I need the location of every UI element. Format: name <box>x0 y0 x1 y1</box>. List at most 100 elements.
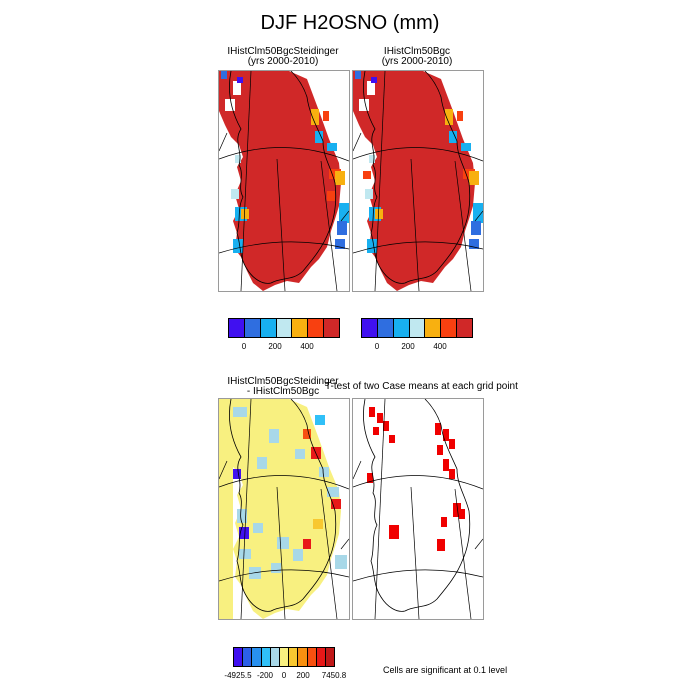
grid-cell <box>233 239 243 253</box>
grid-cell <box>315 415 325 425</box>
coastline <box>363 399 471 612</box>
map-gridlines <box>353 71 483 291</box>
grid-cell <box>335 239 345 249</box>
grid-cell <box>327 191 335 201</box>
colorbar-swatch <box>276 319 293 337</box>
grid-cell <box>235 155 241 163</box>
grid-cell <box>239 549 251 559</box>
panel1-title: IHistClm50BgcSteidinger (yrs 2000-2010) <box>218 47 348 67</box>
significant-cell <box>453 503 461 517</box>
colorbar-swatch <box>377 319 394 337</box>
panel3-title-line2: - IHistClm50Bgc <box>246 386 320 397</box>
grid-cell <box>473 203 483 223</box>
grid-cell <box>457 111 463 121</box>
significant-cell <box>443 459 449 471</box>
grid-cell <box>239 527 249 539</box>
grid-cell <box>233 81 241 95</box>
colorbar-swatch <box>234 648 244 666</box>
grid-cell <box>295 449 305 459</box>
grid-cell <box>323 111 329 121</box>
map-gridlines <box>219 399 349 619</box>
significance-note: Cells are significant at 0.1 level <box>383 665 508 675</box>
grid-cell <box>327 487 339 497</box>
colorbar-swatch <box>324 319 340 337</box>
grid-cell <box>319 467 329 477</box>
colorbar3-tick-label: -200 <box>256 671 274 680</box>
significant-cell <box>449 439 455 449</box>
grid-cell <box>337 221 347 235</box>
colorbar-swatch <box>289 648 299 666</box>
grid-cell <box>375 209 383 219</box>
colorbar-swatch <box>425 319 442 337</box>
panel1-title-line2: (yrs 2000-2010) <box>247 56 319 67</box>
grid-cell <box>363 171 371 179</box>
colorbar-swatch <box>279 648 290 666</box>
colorbar-control <box>361 318 473 338</box>
grid-cell <box>269 429 279 443</box>
difference-field <box>219 399 341 619</box>
significant-cell <box>389 525 399 539</box>
colorbar-swatch <box>270 648 280 666</box>
grid-cell <box>365 189 373 199</box>
colorbar1-tick-label: 400 <box>300 342 314 351</box>
grid-cell <box>257 457 267 469</box>
grid-cell <box>469 171 479 185</box>
grid-cell <box>371 77 377 83</box>
grid-cell <box>233 407 247 417</box>
significant-cell <box>435 423 441 435</box>
colorbar-swatch <box>261 648 271 666</box>
grid-cell <box>233 469 241 479</box>
colorbar-swatch <box>441 319 458 337</box>
map-canvas <box>219 71 349 291</box>
colorbar1-tick-label: 0 <box>241 342 247 351</box>
figure-title: DJF H2OSNO (mm) <box>260 12 440 34</box>
panel2-title: IHistClm50Bgc (yrs 2000-2010) <box>352 47 482 67</box>
grid-cell <box>237 509 247 523</box>
grid-cell <box>335 171 345 185</box>
colorbar-difference <box>233 647 335 667</box>
colorbar-swatch <box>393 319 410 337</box>
significant-cell <box>389 435 395 443</box>
panel3-title-line1: IHistClm50BgcSteidinger <box>227 376 339 387</box>
grid-cell <box>311 109 319 125</box>
colorbar-steidinger <box>228 318 340 338</box>
colorbar-swatch <box>292 319 309 337</box>
significant-cell <box>383 421 389 431</box>
snow-field <box>353 71 475 291</box>
colorbar3-tick-label: 0 <box>281 671 287 680</box>
coastline <box>229 71 337 284</box>
significant-cell <box>443 429 449 441</box>
colorbar1-tick-label: 200 <box>268 342 282 351</box>
grid-cell <box>231 189 239 199</box>
colorbar3-tick-label: -4925.5 <box>224 671 252 680</box>
grid-cell <box>315 131 323 143</box>
colorbar-swatch <box>316 648 326 666</box>
significant-cell <box>369 407 375 417</box>
grid-cell <box>449 131 457 143</box>
map-gridlines <box>353 399 483 619</box>
colorbar-swatch <box>244 319 261 337</box>
grid-cell <box>271 563 281 573</box>
coastline <box>229 399 337 612</box>
colorbar3-tick-label: 7450.8 <box>321 671 347 680</box>
grid-cell <box>293 549 303 561</box>
grid-cell <box>335 555 347 569</box>
grid-cell <box>367 239 377 253</box>
colorbar2-tick-label: 0 <box>374 342 380 351</box>
colorbar2-tick-label: 200 <box>401 342 415 351</box>
colorbar-swatch <box>325 648 335 666</box>
colorbar2-tick-label: 400 <box>433 342 447 351</box>
significant-cell <box>367 473 373 483</box>
panel1-title-line1: IHistClm50BgcSteidinger <box>227 46 339 57</box>
coastline <box>363 71 471 284</box>
grid-cell <box>367 81 375 95</box>
significant-cell <box>449 469 455 479</box>
colorbar-swatch <box>457 319 473 337</box>
grid-cell <box>327 143 337 151</box>
grid-cell <box>339 203 349 223</box>
grid-cell <box>461 143 471 151</box>
colorbar-swatch <box>252 648 262 666</box>
map-panel-ttest <box>352 398 484 620</box>
map-canvas <box>353 399 483 619</box>
significant-cell <box>437 539 445 551</box>
